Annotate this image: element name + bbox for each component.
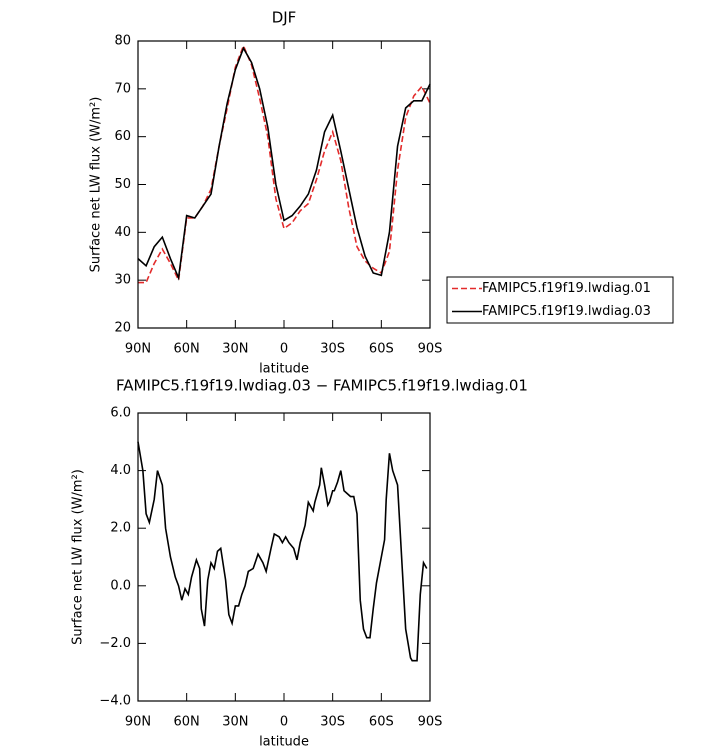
y-tick-label: 6.0 (110, 406, 131, 421)
y-tick-label: 60 (114, 129, 131, 144)
x-tick-label: 30S (320, 342, 345, 357)
x-tick-label: 0 (280, 715, 288, 730)
y-tick-label: −4.0 (99, 694, 131, 709)
chart-title: FAMIPC5.f19f19.lwdiag.03 − FAMIPC5.f19f1… (116, 377, 528, 395)
x-tick-label: 60N (174, 342, 200, 357)
x-tick-label: 30N (222, 342, 248, 357)
x-tick-label: 60S (369, 715, 394, 730)
plot-frame (137, 412, 431, 702)
legend-label: FAMIPC5.f19f19.lwdiag.01 (482, 281, 651, 296)
x-tick-label: 90N (125, 342, 151, 357)
legend-label: FAMIPC5.f19f19.lwdiag.03 (482, 304, 651, 319)
y-tick-label: 0.0 (110, 578, 131, 593)
y-tick-label: 50 (114, 177, 131, 192)
data-line (137, 46, 431, 281)
legend-box (446, 276, 674, 324)
x-tick-label: 30N (222, 715, 248, 730)
x-axis-label: latitude (259, 735, 309, 750)
y-tick-label: 30 (114, 273, 131, 288)
chart-title: DJF (272, 9, 297, 27)
y-axis-label: Surface net LW flux (W/m²) (89, 97, 104, 273)
y-axis-label: Surface net LW flux (W/m²) (71, 469, 86, 645)
y-tick-label: −2.0 (99, 636, 131, 651)
x-tick-label: 60N (174, 715, 200, 730)
y-tick-label: 4.0 (110, 463, 131, 478)
y-tick-label: 2.0 (110, 521, 131, 536)
x-tick-label: 60S (369, 342, 394, 357)
x-tick-label: 30S (320, 715, 345, 730)
y-tick-label: 80 (114, 34, 131, 49)
x-tick-label: 90S (418, 342, 443, 357)
y-tick-label: 20 (114, 321, 131, 336)
data-line (137, 441, 428, 662)
x-axis-label: latitude (259, 362, 309, 377)
x-tick-label: 90N (125, 715, 151, 730)
x-tick-label: 0 (280, 342, 288, 357)
y-tick-label: 70 (114, 81, 131, 96)
y-tick-label: 40 (114, 225, 131, 240)
plot-frame (137, 40, 431, 329)
x-tick-label: 90S (418, 715, 443, 730)
